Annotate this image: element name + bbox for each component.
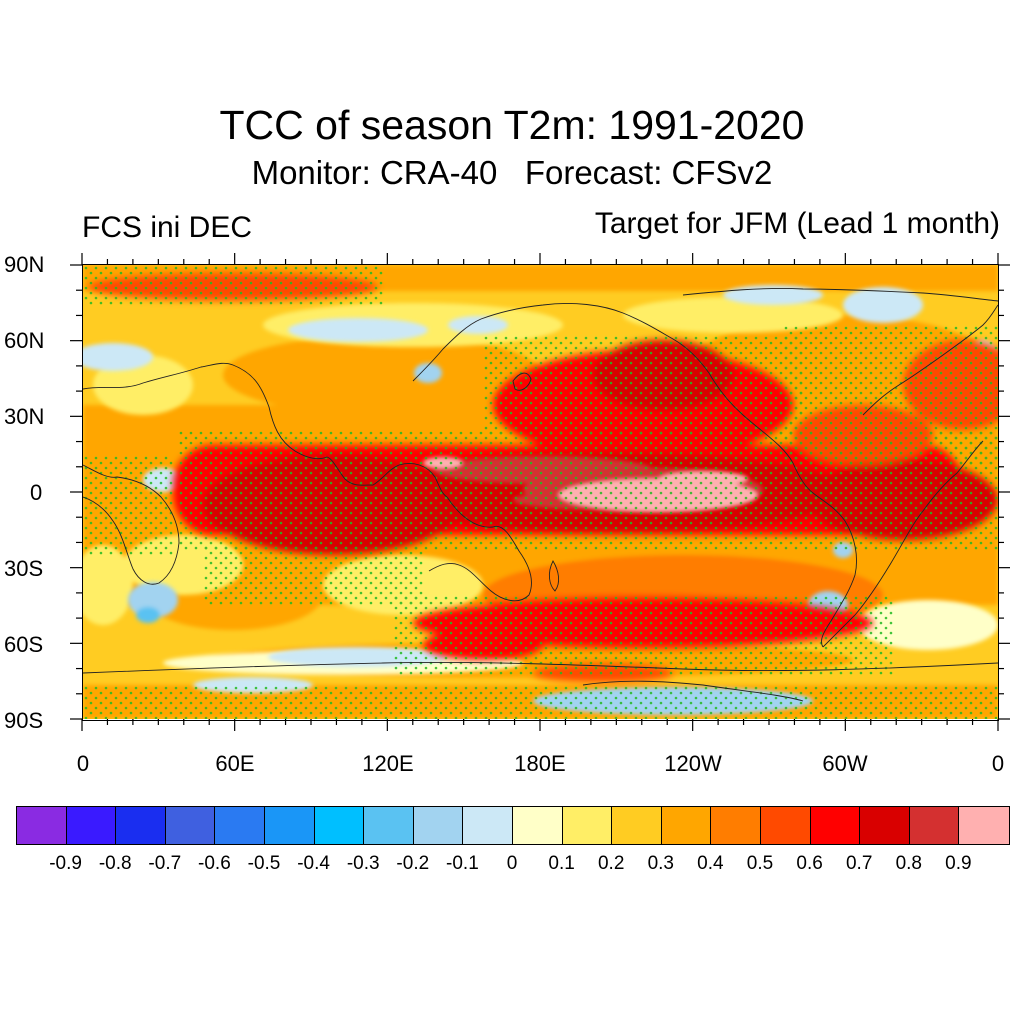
colorbar-label: 0.1 — [548, 853, 575, 874]
colorbar-swatch — [413, 807, 464, 844]
colorbar-swatch — [959, 807, 1009, 844]
y-tick-label-30s: 30S — [4, 556, 44, 581]
y-tick-label-90s: 90S — [4, 708, 44, 733]
colorbar-swatch — [612, 807, 662, 844]
figure-subtitle: Monitor: CRA-40 Forecast: CFSv2 — [251, 154, 773, 191]
coastlines — [83, 288, 998, 702]
colorbar-label: 0.5 — [746, 853, 774, 874]
colorbar-swatch — [512, 807, 563, 844]
colorbar-label: 0.4 — [697, 853, 724, 874]
colorbar-label: -0.4 — [297, 853, 330, 874]
tcc-map — [83, 265, 998, 719]
colorbar-swatch — [264, 807, 315, 844]
colorbar-label: -0.3 — [346, 853, 380, 874]
colorbar-label: 0.2 — [597, 853, 625, 874]
x-tick-label-120w: 120W — [664, 751, 722, 776]
colorbar-label: -0.1 — [446, 853, 479, 874]
colorbar-label: 0.3 — [647, 853, 674, 874]
y-tick-label-eq: 0 — [30, 480, 43, 505]
colorbar-swatch — [562, 807, 613, 844]
x-tick-label-180e: 180E — [514, 751, 566, 776]
colorbar-swatch — [810, 807, 861, 844]
significance-stipples — [83, 265, 998, 719]
colorbar-label: -0.7 — [148, 853, 182, 874]
colorbar-swatch — [860, 807, 910, 844]
colorbar-swatch — [17, 807, 67, 844]
colorbar-label: 0.7 — [845, 853, 873, 874]
colorbar-label: -0.2 — [396, 853, 430, 874]
colorbar-swatch — [314, 807, 365, 844]
x-tick-label-0: 0 — [76, 751, 90, 776]
colorbar-label: 0 — [506, 853, 518, 874]
colorbar-swatch — [215, 807, 265, 844]
target-season-label: Target for JFM (Lead 1 month) — [594, 207, 1000, 240]
x-tick-label-360: 0 — [991, 751, 1005, 776]
colorbar-label: 0.8 — [895, 853, 922, 874]
colorbar-swatch — [909, 807, 960, 844]
colorbar-swatch — [711, 807, 761, 844]
y-tick-label-60s: 60S — [4, 632, 44, 657]
colorbar-label: -0.5 — [247, 853, 281, 874]
colorbar-label: -0.9 — [49, 853, 82, 874]
y-tick-label-30n: 30N — [4, 404, 45, 429]
colorbar-swatch — [364, 807, 414, 844]
colorbar-label: -0.8 — [98, 853, 132, 874]
tcc-map-svg — [83, 265, 998, 719]
colorbar-swatch — [66, 807, 117, 844]
x-tick-label-120e: 120E — [362, 751, 414, 776]
colorbar-label: -0.6 — [198, 853, 231, 874]
figure-title: TCC of season T2m: 1991-2020 — [219, 102, 805, 148]
x-tick-label-60e: 60E — [215, 751, 255, 776]
y-tick-label-60n: 60N — [4, 328, 45, 353]
colorbar-label: 0.9 — [945, 853, 972, 874]
colorbar-label: 0.6 — [796, 853, 823, 874]
colorbar-swatch — [165, 807, 216, 844]
colorbar — [16, 806, 1010, 845]
y-tick-label-90n: 90N — [4, 252, 45, 277]
colorbar-swatch — [661, 807, 712, 844]
colorbar-swatch — [116, 807, 166, 844]
colorbar-swatch — [760, 807, 811, 844]
initial-condition-label: FCS ini DEC — [82, 211, 253, 244]
colorbar-swatch — [463, 807, 513, 844]
x-tick-label-60w: 60W — [822, 751, 868, 776]
